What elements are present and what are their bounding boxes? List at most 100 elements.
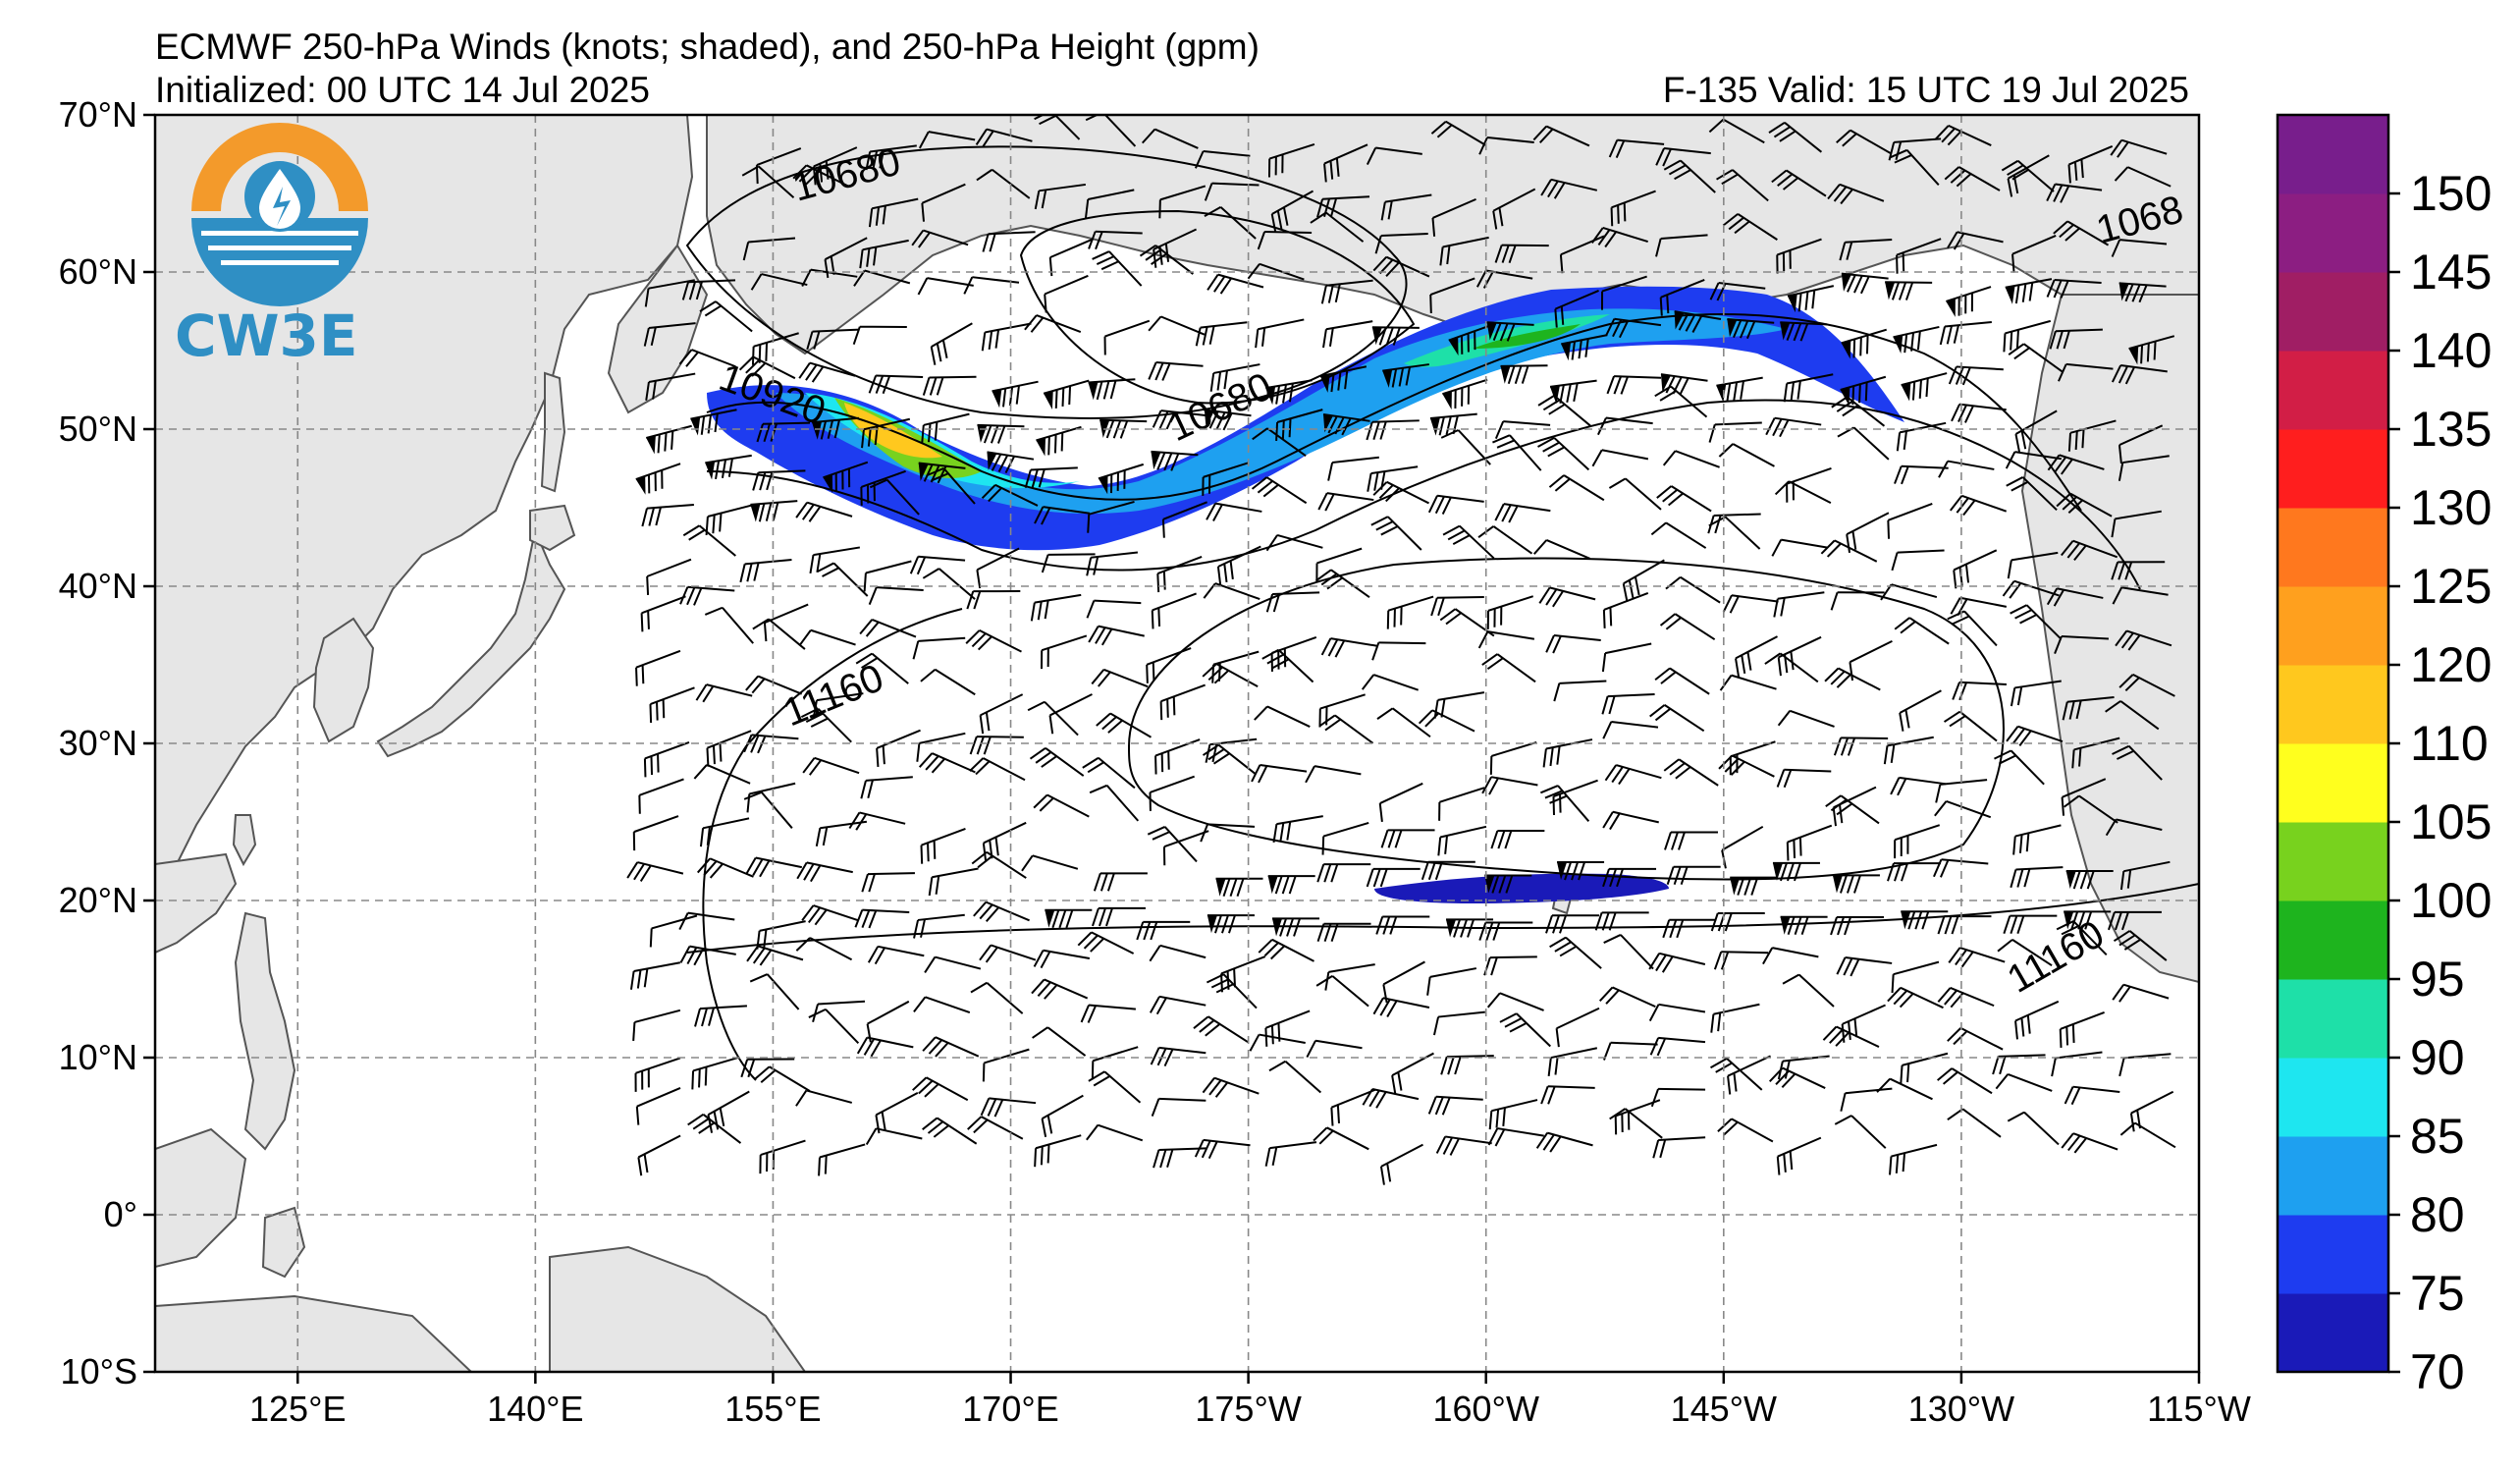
wind-barb — [643, 322, 696, 347]
wind-barb — [754, 1065, 811, 1092]
indonesia-south — [155, 1294, 473, 1372]
wind-barb — [1830, 915, 1885, 936]
wind-barb — [738, 355, 796, 380]
wind-barb — [2108, 910, 2162, 931]
wind-barb — [801, 904, 859, 926]
wind-barb — [1194, 150, 1251, 169]
wind-barb — [2061, 778, 2107, 816]
wind-barb — [2059, 1010, 2105, 1048]
latitude-label: 60°N — [59, 251, 137, 292]
wind-barb — [818, 1143, 866, 1176]
wind-barb — [1659, 613, 1716, 641]
wind-barb — [1934, 799, 1992, 819]
wind-barb — [1783, 373, 1834, 403]
wind-barb — [1151, 592, 1197, 629]
wind-barb — [921, 183, 966, 222]
wind-barb — [1361, 674, 1420, 691]
wind-barb — [1553, 680, 1607, 702]
wind-barb — [1549, 936, 1602, 969]
wind-barb — [1322, 412, 1370, 436]
wind-barb — [1162, 830, 1209, 866]
wind-barb — [1827, 183, 1885, 205]
initialized-time: Initialized: 00 UTC 14 Jul 2025 — [155, 70, 650, 110]
wind-barb — [965, 629, 1022, 653]
wind-barb — [1885, 281, 1933, 300]
wind-barb — [632, 1009, 681, 1041]
wind-barb — [1442, 524, 1495, 560]
wind-barb — [1674, 310, 1722, 333]
wind-barb — [1716, 169, 1769, 202]
wind-barb — [1317, 492, 1374, 512]
wind-barb — [649, 914, 698, 948]
wind-barb — [1494, 420, 1551, 440]
colorbar-label: 80 — [2410, 1187, 2465, 1242]
wind-barb — [2053, 220, 2110, 246]
wind-barb — [1716, 376, 1763, 403]
wind-barb — [1089, 784, 1140, 822]
wind-barb — [922, 568, 976, 600]
wind-barb — [1432, 1010, 1485, 1036]
wind-barb — [1091, 668, 1149, 688]
wind-barb — [682, 524, 736, 557]
wind-barb — [646, 558, 692, 595]
wind-barb — [1254, 705, 1311, 728]
wind-barb — [1488, 1099, 1538, 1130]
wind-barb — [1950, 494, 2008, 517]
wind-barb — [1305, 765, 1362, 784]
logo-wave-line — [201, 231, 358, 236]
wind-barb — [1139, 245, 1194, 275]
wind-barb — [634, 1057, 681, 1092]
wind-barb — [1901, 372, 1948, 402]
wind-barb — [1148, 360, 1204, 381]
wind-barb — [2105, 818, 2163, 837]
new-guinea — [549, 1245, 807, 1372]
wind-barb — [795, 937, 853, 961]
wind-barb — [1708, 421, 1762, 443]
wind-barb — [1376, 707, 1431, 738]
wind-barb — [1477, 630, 1535, 649]
wind-barb — [2118, 282, 2167, 303]
wind-barb — [920, 668, 976, 696]
wind-barb — [690, 409, 737, 436]
wind-barb — [2067, 419, 2117, 452]
wind-barb — [1481, 776, 1538, 795]
wind-barb — [1540, 178, 1598, 199]
wind-barb — [1043, 379, 1090, 409]
wind-barb — [1427, 494, 1484, 516]
wind-barb — [1648, 1003, 1706, 1022]
wind-barb — [1876, 1077, 1933, 1101]
wind-barb — [875, 1092, 919, 1134]
wind-barb — [1545, 634, 1601, 654]
wind-barb — [2111, 239, 2168, 257]
wind-barb — [2064, 910, 2112, 930]
wind-barb — [860, 776, 913, 799]
wind-barb — [1372, 255, 1430, 278]
wind-barb — [1380, 193, 1432, 221]
wind-barb — [812, 1000, 866, 1023]
wind-barb — [918, 131, 976, 149]
wind-barb — [1202, 663, 1259, 688]
wind-barb — [1603, 934, 1654, 970]
wind-barb — [913, 913, 965, 939]
longitude-label: 145°W — [1671, 1389, 1777, 1429]
colorbar-label: 140 — [2410, 323, 2492, 378]
colorbar-segment — [2278, 822, 2388, 901]
wind-barb — [1261, 648, 1314, 683]
wind-barb — [1077, 931, 1135, 955]
wind-barb — [1894, 617, 1950, 645]
wind-barb — [1894, 464, 1949, 485]
wind-barb — [1841, 1004, 1886, 1043]
hokkaido — [529, 504, 576, 552]
wind-barb — [1708, 516, 1761, 550]
wind-barb — [967, 1116, 1024, 1140]
wind-barb — [1136, 920, 1191, 941]
wind-barb — [973, 900, 1030, 922]
wind-barb — [1327, 456, 1379, 481]
wind-barb — [1034, 183, 1087, 210]
wind-barb — [1021, 854, 1079, 872]
wind-barb — [1718, 754, 1775, 778]
colorbar-segment — [2278, 351, 2388, 430]
wind-barb — [1418, 709, 1475, 733]
wind-barb — [815, 820, 868, 847]
wind-barb — [1887, 503, 1933, 539]
